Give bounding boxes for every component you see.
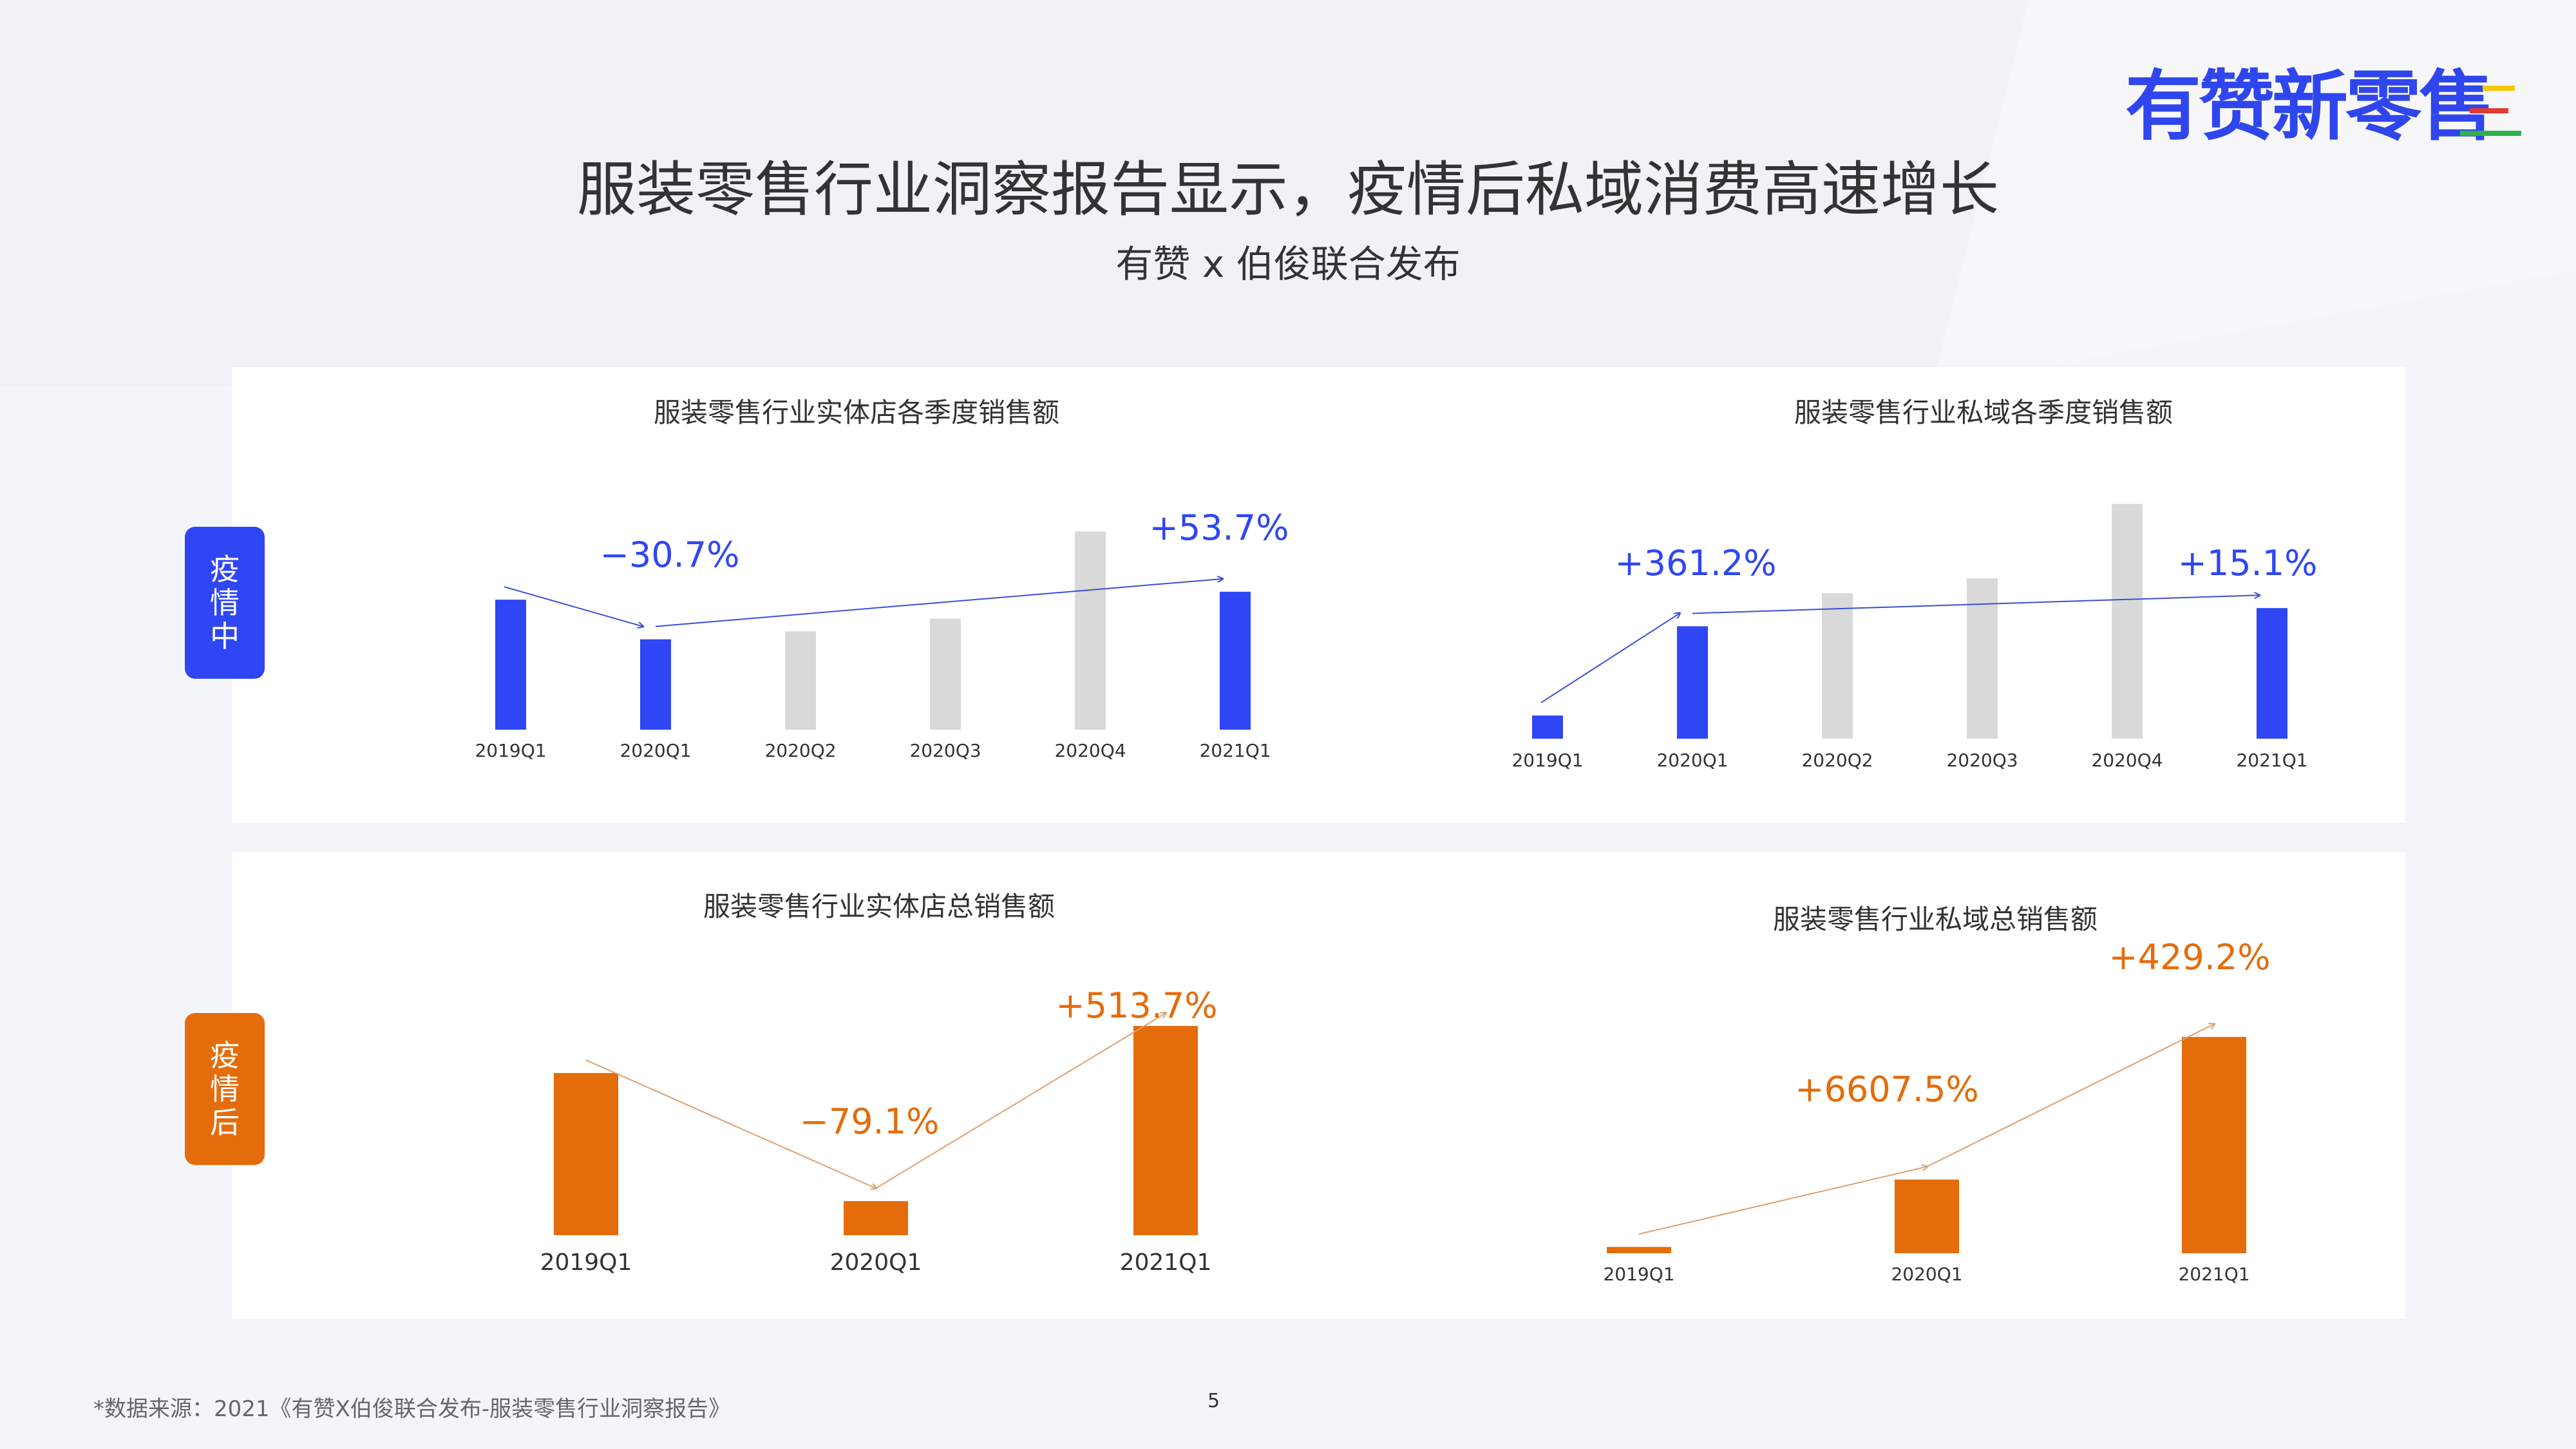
chart-title-store-total: 服装零售行业实体店总销售额 bbox=[703, 891, 1055, 922]
panel-during-pandemic bbox=[232, 367, 2405, 823]
x-tick-label: 2020Q3 bbox=[1946, 750, 2018, 771]
brand-logo: 有赞新零售 bbox=[2125, 62, 2495, 151]
bar-2020Q1 bbox=[1677, 626, 1708, 739]
bar-2021Q1 bbox=[2257, 608, 2287, 739]
bar-2020Q3 bbox=[930, 618, 961, 730]
change-percent-label: +15.1% bbox=[2178, 543, 2318, 583]
tag-char: 疫 bbox=[210, 552, 240, 587]
x-tick-label: 2020Q2 bbox=[1801, 750, 1873, 771]
x-tick-label: 2020Q4 bbox=[2091, 750, 2163, 771]
change-percent-label: +429.2% bbox=[2108, 937, 2270, 978]
change-percent-label: +361.2% bbox=[1615, 543, 1776, 583]
x-tick-label: 2021Q1 bbox=[2236, 750, 2307, 771]
change-arrow bbox=[1926, 1024, 2214, 1168]
x-tick-label: 2020Q1 bbox=[620, 740, 691, 761]
change-arrow bbox=[1692, 595, 2259, 614]
change-arrow bbox=[1540, 613, 1680, 703]
bar-2020Q3 bbox=[1967, 578, 1998, 739]
change-percent-label: +513.7% bbox=[1056, 985, 1217, 1026]
bar-2020Q1 bbox=[1895, 1179, 1959, 1253]
change-percent-label: +53.7% bbox=[1150, 507, 1289, 548]
change-percent-label: +6607.5% bbox=[1795, 1069, 1979, 1110]
tag-after-pandemic: 疫 情 后 bbox=[185, 1013, 265, 1165]
tag-char: 情 bbox=[210, 1072, 240, 1106]
chart-title-private-total: 服装零售行业私域总销售额 bbox=[1772, 904, 2098, 935]
x-tick-label: 2020Q1 bbox=[830, 1249, 922, 1276]
bar-2020Q1 bbox=[640, 639, 671, 730]
bar-2019Q1 bbox=[554, 1073, 618, 1235]
x-tick-label: 2020Q1 bbox=[1891, 1264, 1962, 1285]
bar-2021Q1 bbox=[1220, 591, 1251, 730]
change-arrow bbox=[655, 579, 1222, 627]
x-tick-label: 2020Q3 bbox=[909, 740, 981, 761]
bar-2019Q1 bbox=[1607, 1247, 1671, 1253]
bar-2020Q1 bbox=[844, 1201, 908, 1235]
x-tick-label: 2021Q1 bbox=[1199, 740, 1271, 761]
x-tick-label: 2021Q1 bbox=[2178, 1264, 2249, 1285]
x-tick-label: 2020Q1 bbox=[1656, 750, 1728, 771]
bar-2020Q2 bbox=[1822, 593, 1853, 739]
change-percent-label: −30.7% bbox=[600, 535, 740, 575]
change-arrow bbox=[1638, 1167, 1927, 1235]
logo-color-bars bbox=[2460, 86, 2521, 136]
page-title: 服装零售行业洞察报告显示，疫情后私域消费高速增长 bbox=[576, 155, 1999, 224]
tag-char: 疫 bbox=[210, 1038, 240, 1073]
x-tick-label: 2019Q1 bbox=[1511, 750, 1583, 771]
change-arrow bbox=[585, 1059, 876, 1188]
x-tick-label: 2019Q1 bbox=[540, 1249, 632, 1276]
x-tick-label: 2021Q1 bbox=[1120, 1249, 1212, 1276]
chart-title-store-quarterly: 服装零售行业实体店各季度销售额 bbox=[653, 397, 1059, 428]
change-arrow bbox=[875, 1013, 1166, 1189]
page-subtitle: 有赞 x 伯俊联合发布 bbox=[1115, 242, 1461, 286]
bar-2021Q1 bbox=[1133, 1026, 1198, 1235]
tag-char: 后 bbox=[210, 1105, 240, 1140]
bar-2019Q1 bbox=[1532, 715, 1563, 739]
bar-2019Q1 bbox=[495, 600, 526, 730]
tag-during-pandemic: 疫 情 中 bbox=[185, 527, 265, 679]
tag-char: 中 bbox=[210, 619, 240, 654]
x-tick-label: 2019Q1 bbox=[475, 740, 546, 761]
x-tick-label: 2019Q1 bbox=[1603, 1264, 1674, 1285]
bar-2020Q4 bbox=[1075, 531, 1106, 730]
x-tick-label: 2020Q4 bbox=[1054, 740, 1126, 761]
bar-2021Q1 bbox=[2182, 1037, 2246, 1253]
change-percent-label: −79.1% bbox=[800, 1101, 940, 1142]
chart-title-private-quarterly: 服装零售行业私域各季度销售额 bbox=[1794, 397, 2173, 428]
page-number: 5 bbox=[1208, 1390, 1220, 1412]
x-tick-label: 2020Q2 bbox=[764, 740, 836, 761]
bar-2020Q4 bbox=[2112, 504, 2143, 739]
tag-char: 情 bbox=[210, 585, 240, 620]
bar-2020Q2 bbox=[785, 631, 816, 730]
data-source-footnote: *数据来源：2021《有赞X伯俊联合发布-服装零售行业洞察报告》 bbox=[93, 1396, 731, 1422]
change-arrow bbox=[504, 586, 643, 627]
